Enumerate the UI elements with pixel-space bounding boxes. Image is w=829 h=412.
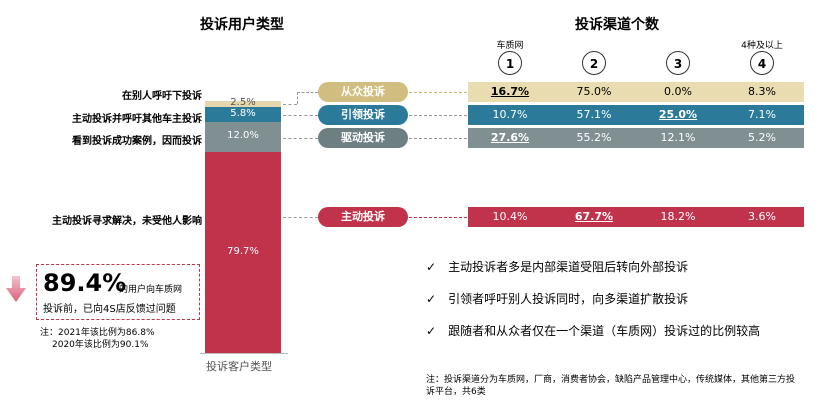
x-axis-line (200, 353, 288, 354)
callout-note: 注：2021年该比例为86.8% 2020年该比例为90.1% (40, 327, 155, 351)
channel-cell: 75.0% (576, 85, 612, 98)
channel-row-lead: 10.7% 57.1% 25.0% 7.1% (468, 105, 804, 125)
callout-note-1: 注：2021年该比例为86.8% (40, 328, 155, 338)
bullet-text: 引领者呼吁别人投诉同时，向多渠道扩散投诉 (448, 292, 689, 306)
channel-row-driven: 27.6% 55.2% 12.1% 5.2% (468, 128, 804, 148)
channel-cell: 27.6% (490, 131, 530, 144)
column-number-1: 1 (498, 51, 522, 75)
down-arrow-icon (6, 276, 26, 302)
check-icon: ✓ (426, 324, 437, 338)
pill-active: 主动投诉 (318, 207, 408, 227)
channel-cell: 18.2% (660, 210, 696, 223)
segment-label-lead: 主动投诉并呼吁其他车主投诉 (72, 114, 202, 125)
connector-follow-3 (297, 92, 318, 93)
channel-cell: 0.0% (664, 85, 692, 98)
bullet-3: ✓ 跟随者和从众者仅在一个渠道（车质网）投诉过的比例较高 (426, 322, 760, 339)
connector-row-lead (409, 115, 467, 116)
bullet-2: ✓ 引领者呼吁别人投诉同时，向多渠道扩散投诉 (426, 290, 688, 307)
channel-row-active: 10.4% 67.7% 18.2% 3.6% (468, 207, 804, 227)
segment-label-driven: 看到投诉成功案例，因而投诉 (72, 136, 202, 147)
bullet-text: 主动投诉者多是内部渠道受阻后转向外部投诉 (448, 260, 689, 274)
connector-active (283, 217, 318, 218)
stack-segment-value: 5.8% (230, 107, 256, 119)
pill-follow: 从众投诉 (318, 82, 408, 102)
connector-lead (283, 115, 318, 116)
bullet-text: 跟随者和从众者仅在一个渠道（车质网）投诉过的比例较高 (448, 324, 761, 338)
stack-segment-0: 2.5% (205, 97, 281, 108)
callout-big-number: 89.4% (43, 269, 127, 297)
connector-follow-2 (297, 92, 298, 104)
footnote-line-2: 诉平台，共6类 (426, 387, 486, 397)
right-chart-title: 投诉渠道个数 (575, 17, 659, 33)
channel-cell: 8.3% (748, 85, 776, 98)
left-chart-title: 投诉用户类型 (200, 17, 284, 33)
channel-cell: 5.2% (748, 131, 776, 144)
pill-driven: 驱动投诉 (318, 128, 408, 148)
connector-row-driven (409, 138, 467, 139)
channel-cell: 3.6% (748, 210, 776, 223)
channel-cell: 12.1% (660, 131, 696, 144)
callout-box: 89.4% 的用户向车质网 投诉前，已向4S店反馈过问题 (36, 264, 200, 320)
pill-lead: 引领投诉 (318, 105, 408, 125)
check-icon: ✓ (426, 260, 437, 274)
channel-cell: 57.1% (576, 108, 612, 121)
channel-cell: 10.4% (492, 210, 528, 223)
stack-segment-3: 79.7% (205, 152, 281, 353)
stack-segment-value: 79.7% (227, 245, 259, 257)
segment-label-active: 主动投诉寻求解决，未受他人影响 (52, 216, 202, 227)
footnote: 注：投诉渠道分为车质网，厂商，消费者协会，缺陷产品管理中心，传统媒体，其他第三方… (426, 374, 826, 398)
column-number-2: 2 (582, 51, 606, 75)
channel-cell: 67.7% (574, 210, 614, 223)
callout-text-1: 的用户向车质网 (119, 285, 183, 295)
x-axis-label: 投诉客户类型 (206, 360, 272, 373)
stack-segment-1: 5.8% (205, 107, 281, 122)
stack-segment-2: 12.0% (205, 121, 281, 153)
bullet-1: ✓ 主动投诉者多是内部渠道受阻后转向外部投诉 (426, 258, 688, 275)
channel-row-follow: 16.7% 75.0% 0.0% 8.3% (468, 82, 804, 102)
column-number-3: 3 (666, 51, 690, 75)
callout-note-2: 2020年该比例为90.1% (52, 340, 149, 350)
channel-cell: 10.7% (492, 108, 528, 121)
check-icon: ✓ (426, 292, 437, 306)
connector-row-active (409, 217, 467, 218)
column-header-4: 4种及以上 (741, 41, 783, 51)
segment-label-follow: 在别人呼吁下投诉 (122, 91, 202, 102)
column-number-4: 4 (750, 51, 774, 75)
channel-cell: 25.0% (658, 108, 698, 121)
footnote-line-1: 注：投诉渠道分为车质网，厂商，消费者协会，缺陷产品管理中心，传统媒体，其他第三方… (426, 375, 796, 385)
stack-segment-value: 2.5% (230, 97, 256, 109)
channel-cell: 16.7% (490, 85, 530, 98)
connector-driven (283, 138, 318, 139)
connector-follow-1 (283, 104, 297, 105)
column-header-1: 车质网 (496, 41, 524, 51)
channel-cell: 7.1% (748, 108, 776, 121)
stack-segment-value: 12.0% (227, 130, 259, 142)
callout-text-2: 投诉前，已向4S店反馈过问题 (43, 304, 176, 315)
channel-cell: 55.2% (576, 131, 612, 144)
connector-row-follow (409, 92, 467, 93)
